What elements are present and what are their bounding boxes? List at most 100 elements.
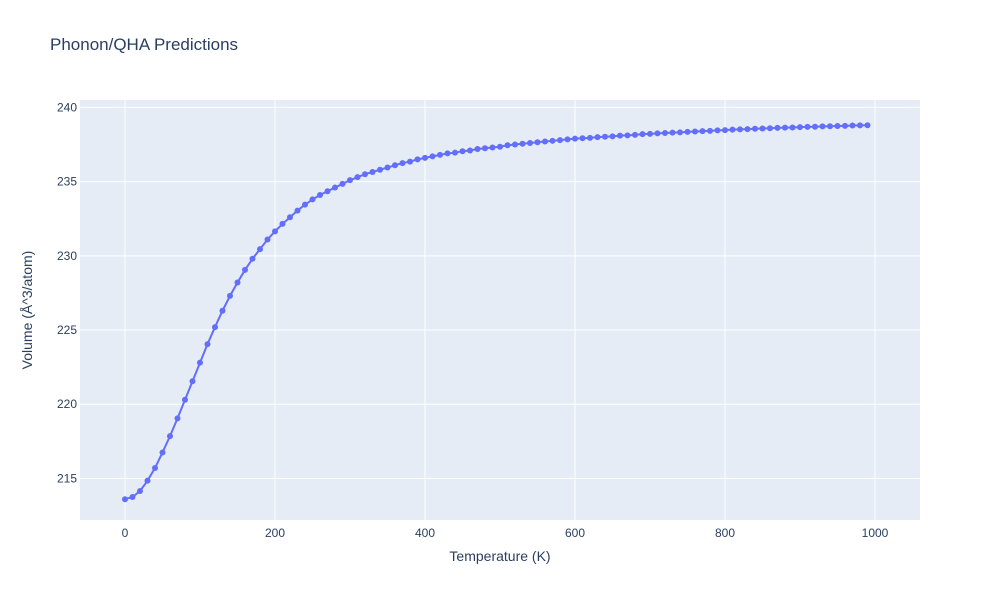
data-point[interactable] — [647, 130, 653, 137]
data-point[interactable] — [512, 141, 518, 148]
data-point[interactable] — [444, 150, 451, 157]
data-point[interactable] — [339, 180, 346, 187]
data-point[interactable] — [827, 123, 833, 130]
data-point[interactable] — [219, 307, 226, 314]
data-point[interactable] — [317, 191, 323, 198]
data-point[interactable] — [789, 124, 796, 131]
data-point[interactable] — [504, 142, 511, 149]
data-point[interactable] — [782, 124, 788, 131]
data-point[interactable] — [774, 124, 781, 131]
data-point[interactable] — [392, 162, 398, 169]
data-point[interactable] — [437, 151, 443, 158]
data-point[interactable] — [714, 127, 721, 134]
data-point[interactable] — [384, 164, 391, 171]
data-point[interactable] — [137, 488, 143, 495]
data-point[interactable] — [234, 279, 241, 286]
data-point[interactable] — [182, 396, 188, 403]
data-point[interactable] — [729, 126, 736, 133]
data-point[interactable] — [797, 124, 803, 131]
data-point[interactable] — [669, 129, 676, 136]
data-point[interactable] — [212, 324, 218, 331]
data-point[interactable] — [197, 359, 203, 366]
data-point[interactable] — [759, 125, 766, 132]
data-point[interactable] — [189, 378, 196, 385]
data-point[interactable] — [662, 129, 668, 136]
data-point[interactable] — [129, 493, 136, 500]
data-point[interactable] — [354, 174, 361, 181]
data-point[interactable] — [257, 246, 263, 253]
data-point[interactable] — [332, 184, 338, 191]
data-point[interactable] — [527, 140, 533, 147]
data-point[interactable] — [362, 171, 368, 178]
data-point[interactable] — [842, 122, 848, 129]
data-point[interactable] — [609, 133, 616, 140]
data-point[interactable] — [452, 149, 458, 156]
data-point[interactable] — [174, 415, 181, 422]
data-point[interactable] — [369, 168, 376, 175]
data-point[interactable] — [152, 465, 158, 472]
data-point[interactable] — [684, 128, 691, 135]
data-point[interactable] — [122, 496, 128, 503]
data-point[interactable] — [474, 145, 481, 152]
data-point[interactable] — [482, 145, 488, 152]
data-point[interactable] — [302, 201, 308, 208]
data-point[interactable] — [549, 137, 556, 144]
data-point[interactable] — [572, 135, 578, 142]
data-point[interactable] — [407, 158, 413, 165]
data-point[interactable] — [692, 128, 698, 135]
data-point[interactable] — [744, 126, 751, 133]
data-point[interactable] — [422, 154, 428, 161]
data-point[interactable] — [624, 132, 631, 139]
data-point[interactable] — [579, 135, 586, 142]
data-point[interactable] — [489, 144, 496, 151]
data-point[interactable] — [309, 196, 316, 203]
data-point[interactable] — [677, 129, 683, 136]
data-point[interactable] — [414, 156, 421, 163]
data-point[interactable] — [654, 130, 661, 137]
data-point[interactable] — [159, 449, 166, 456]
data-point[interactable] — [707, 127, 713, 134]
data-point[interactable] — [227, 292, 233, 299]
data-point[interactable] — [324, 188, 331, 195]
data-point[interactable] — [242, 266, 248, 273]
data-point[interactable] — [204, 341, 211, 348]
data-point[interactable] — [279, 220, 286, 227]
data-point[interactable] — [699, 128, 706, 135]
data-point[interactable] — [639, 131, 646, 138]
data-point[interactable] — [804, 123, 811, 130]
data-point[interactable] — [602, 133, 608, 140]
data-point[interactable] — [857, 122, 863, 129]
data-point[interactable] — [812, 123, 818, 130]
data-point[interactable] — [864, 122, 871, 129]
data-point[interactable] — [594, 134, 601, 141]
data-point[interactable] — [767, 125, 773, 132]
data-point[interactable] — [144, 477, 151, 484]
data-point[interactable] — [467, 147, 473, 154]
data-point[interactable] — [347, 177, 353, 184]
data-point[interactable] — [557, 137, 563, 144]
data-point[interactable] — [587, 134, 593, 141]
data-point[interactable] — [287, 214, 293, 221]
data-point[interactable] — [849, 122, 856, 129]
data-point[interactable] — [249, 255, 256, 262]
data-point[interactable] — [632, 131, 638, 138]
data-point[interactable] — [617, 132, 623, 139]
data-point[interactable] — [167, 433, 173, 440]
data-point[interactable] — [819, 123, 826, 130]
data-point[interactable] — [737, 126, 743, 133]
data-point[interactable] — [264, 236, 271, 243]
data-point[interactable] — [722, 127, 728, 134]
data-point[interactable] — [429, 153, 436, 160]
data-point[interactable] — [497, 143, 503, 150]
data-point[interactable] — [542, 138, 548, 145]
data-point[interactable] — [459, 148, 466, 155]
data-point[interactable] — [564, 136, 571, 143]
data-point[interactable] — [294, 207, 301, 214]
data-point[interactable] — [272, 228, 278, 235]
data-point[interactable] — [534, 139, 541, 146]
data-point[interactable] — [399, 160, 406, 167]
data-point[interactable] — [752, 125, 758, 132]
data-point[interactable] — [834, 122, 841, 129]
data-point[interactable] — [377, 166, 383, 173]
data-point[interactable] — [519, 140, 526, 147]
